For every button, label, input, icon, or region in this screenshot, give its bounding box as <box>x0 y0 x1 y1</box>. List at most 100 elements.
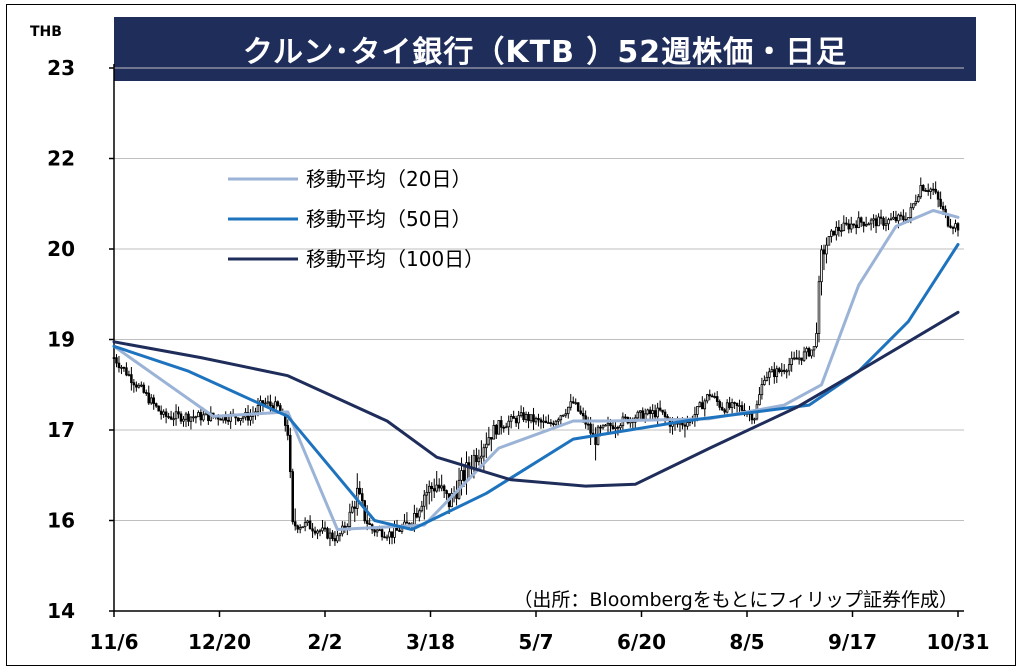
candle-body <box>567 406 570 415</box>
candle-body <box>713 396 716 398</box>
candle-body <box>552 423 555 425</box>
candle-body <box>571 401 575 404</box>
candle-body <box>820 249 823 283</box>
candle-body <box>663 411 667 417</box>
candle-body <box>482 447 486 457</box>
candle-body <box>611 425 615 429</box>
candle-body <box>701 402 704 410</box>
candle-body <box>169 416 173 420</box>
candle-body <box>740 405 744 411</box>
candle-body <box>638 410 642 413</box>
candle-body <box>293 521 297 527</box>
candle-body <box>733 402 736 404</box>
legend-label: 移動平均（50日） <box>306 207 471 231</box>
candle-body <box>236 417 240 421</box>
candle-body <box>681 422 684 426</box>
candle-body <box>373 529 376 533</box>
candle-body <box>167 416 170 418</box>
candle-body <box>323 527 327 530</box>
candle-body <box>939 198 942 207</box>
y-axis-unit-label: THB <box>30 24 62 40</box>
candle-body <box>874 218 878 227</box>
candle-body <box>321 527 324 532</box>
legend: 移動平均（20日） 移動平均（50日） 移動平均（100日） <box>228 167 484 271</box>
candle-body <box>897 214 900 222</box>
candle-body <box>720 406 724 411</box>
candle-body <box>368 523 371 526</box>
candle-body <box>360 493 364 502</box>
chart-title: クルン･タイ銀行（KTB ）52週株価・日足 <box>114 17 976 81</box>
candle-body <box>936 191 940 200</box>
x-tick-label: 10/31 <box>927 630 990 654</box>
candle-body <box>269 401 272 407</box>
candle-body <box>785 370 788 373</box>
candle-body <box>847 223 851 230</box>
candle-body <box>137 384 141 388</box>
candle-body <box>941 205 945 210</box>
candle-body <box>827 236 831 246</box>
candle-body <box>872 218 875 221</box>
candle-body <box>286 425 290 436</box>
y-tick-label: 17 <box>47 418 75 442</box>
candle-body <box>750 412 754 421</box>
candle-body <box>842 222 846 231</box>
candle-body <box>336 535 339 542</box>
candle-body <box>765 376 769 381</box>
candle-body <box>415 512 419 518</box>
x-tick-label: 9/17 <box>828 630 877 654</box>
candle-body <box>564 413 568 416</box>
candle-body <box>889 218 893 221</box>
candle-body <box>202 414 205 421</box>
candle-body <box>117 362 121 369</box>
candle-body <box>924 190 927 192</box>
candle-body <box>427 485 431 493</box>
candle-body <box>189 416 193 422</box>
candle-body <box>859 217 863 223</box>
legend-label: 移動平均（100日） <box>306 247 484 271</box>
candle-body <box>636 411 640 419</box>
ma-series-line-3 <box>112 310 960 488</box>
legend-label: 移動平均（20日） <box>306 167 471 191</box>
candle-body <box>291 471 294 523</box>
candle-body <box>770 369 774 373</box>
candle-body <box>728 402 731 409</box>
chart-frame <box>6 4 1016 666</box>
candle-body <box>892 216 895 220</box>
candle-body <box>480 455 483 459</box>
candle-body <box>849 223 853 230</box>
candle-body <box>435 484 438 492</box>
candle-body <box>462 470 466 482</box>
candle-body <box>499 420 503 428</box>
candle-body <box>696 406 699 415</box>
candle-body <box>539 419 543 423</box>
candle-body <box>348 511 352 527</box>
ma-series-line-1 <box>112 209 960 531</box>
candle-body <box>643 413 647 420</box>
x-tick-label: 5/7 <box>518 630 553 654</box>
x-tick-label: 3/18 <box>406 630 455 654</box>
candle-body <box>192 416 195 419</box>
candle-body <box>241 416 245 419</box>
candle-body <box>703 400 707 410</box>
candle-body <box>127 374 131 377</box>
candle-body <box>522 412 525 421</box>
candle-body <box>899 214 903 217</box>
candle-body <box>306 520 309 524</box>
candle-body <box>532 414 535 423</box>
candle-body <box>887 219 890 225</box>
candle-body <box>174 411 178 420</box>
candle-body <box>812 346 816 351</box>
candle-body <box>954 223 957 229</box>
candle-body <box>877 216 880 227</box>
candle-body <box>760 384 764 396</box>
y-tick-label: 16 <box>47 509 75 533</box>
candle-body <box>507 420 510 428</box>
candle-body <box>375 529 379 533</box>
candle-body <box>249 416 252 421</box>
candle-body <box>328 532 332 539</box>
candle-body <box>256 405 260 413</box>
candle-body <box>822 249 826 255</box>
candle-body <box>830 230 833 237</box>
y-tick-label: 22 <box>47 147 75 171</box>
